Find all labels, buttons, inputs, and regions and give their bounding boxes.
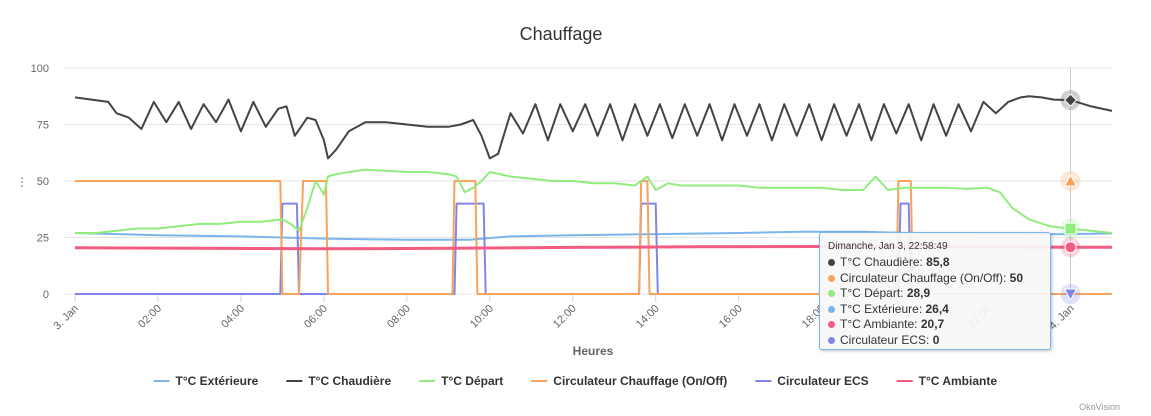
hover-marker-square xyxy=(1064,222,1077,235)
tooltip-row: T°C Départ: 28,9 xyxy=(828,286,1042,302)
x-tick-label: 10:00 xyxy=(468,303,496,331)
legend-item[interactable]: Circulateur ECS xyxy=(755,374,869,388)
hover-marker-circle xyxy=(1064,241,1077,254)
tooltip-label: Circulateur Chauffage (On/Off): xyxy=(840,270,1010,285)
x-tick-label: 04:00 xyxy=(219,303,247,331)
tooltip-rows: T°C Chaudière: 85,8 Circulateur Chauffage… xyxy=(828,255,1042,348)
legend-item[interactable]: T°C Chaudière xyxy=(286,374,391,388)
tooltip: Dimanche, Jan 3, 22:58:49 T°C Chaudière:… xyxy=(819,232,1051,350)
x-tick-label: 02:00 xyxy=(136,303,164,331)
tooltip-value: 26,4 xyxy=(925,301,949,316)
legend-label: T°C Départ xyxy=(441,374,503,388)
legend-label: Circulateur ECS xyxy=(777,374,868,388)
tooltip-label: T°C Chaudière: xyxy=(840,255,927,269)
tooltip-dot-icon xyxy=(828,274,835,282)
tooltip-dot-icon xyxy=(828,290,835,297)
series-line-t-c-chaudi-re[interactable] xyxy=(74,95,1113,160)
y-tick-label: 25 xyxy=(37,233,49,245)
tooltip-dot-icon xyxy=(828,336,835,344)
tooltip-row: Circulateur Chauffage (On/Off): 50 xyxy=(828,271,1042,287)
legend-item[interactable]: Circulateur Chauffage (On/Off) xyxy=(531,374,727,388)
legend-label: T°C Chaudière xyxy=(308,374,391,388)
hover-marker-triangle-down xyxy=(1063,288,1078,302)
tooltip-dot-icon xyxy=(828,259,835,266)
tooltip-header: Dimanche, Jan 3, 22:58:49 xyxy=(828,241,948,252)
x-tick-label: 06:00 xyxy=(302,303,330,331)
tooltip-value: 50 xyxy=(1009,270,1023,285)
hover-markers xyxy=(1060,90,1081,304)
y-tick-label: 75 xyxy=(37,120,49,132)
tooltip-row: T°C Chaudière: 85,8 xyxy=(828,255,1042,271)
tooltip-value: 85,8 xyxy=(926,255,950,269)
legend-label: T°C Extérieure xyxy=(176,374,259,388)
x-axis-label: Heures xyxy=(573,344,614,358)
y-tick-label: 100 xyxy=(31,63,49,75)
legend-label: Circulateur Chauffage (On/Off) xyxy=(553,374,727,388)
tooltip-dot-icon xyxy=(828,305,835,313)
legend: T°C Extérieure T°C Chaudière T°C Départ Cir… xyxy=(153,374,998,388)
tooltip-row: T°C Extérieure: 26,4 xyxy=(828,302,1042,318)
tooltip-value: 0 xyxy=(932,332,940,347)
y-tick-label: 50 xyxy=(37,176,49,188)
legend-item[interactable]: T°C Ambiante xyxy=(896,374,998,388)
y-tick-label: 0 xyxy=(43,289,49,301)
legend-item[interactable]: T°C Extérieure xyxy=(153,374,259,388)
hover-marker-diamond xyxy=(1063,93,1078,107)
series-line-circulateur-chauffage-on-off-[interactable] xyxy=(75,180,1112,295)
x-tick-label: 08:00 xyxy=(385,303,413,331)
tooltip-value: 28,9 xyxy=(906,286,931,300)
x-tick-label: 4. Jan xyxy=(1047,303,1077,333)
tooltip-label: T°C Extérieure: xyxy=(840,301,926,316)
tooltip-label: T°C Départ: xyxy=(840,286,907,300)
legend-item[interactable]: T°C Départ xyxy=(419,374,503,388)
tooltip-label: Circulateur ECS: xyxy=(840,332,933,347)
tooltip-dot-icon xyxy=(828,321,835,328)
tooltip-row: Circulateur ECS: 0 xyxy=(828,333,1042,349)
hover-marker-triangle xyxy=(1063,173,1078,187)
chart-title: Chauffage xyxy=(520,24,603,44)
tooltip-label: T°C Ambiante: xyxy=(840,317,921,331)
tooltip-value: 20,7 xyxy=(920,317,945,331)
legend-label: T°C Ambiante xyxy=(919,374,998,388)
x-tick-label: 12:00 xyxy=(551,303,579,331)
tooltip-row: T°C Ambiante: 20,7 xyxy=(828,317,1042,333)
x-tick-label: 3. Jan xyxy=(51,303,81,333)
credits[interactable]: OkoVision xyxy=(1079,402,1120,412)
series-line-t-c-d-part[interactable] xyxy=(75,168,1113,234)
y-axis-ticks: 0 25 50 75 100 xyxy=(31,63,49,301)
x-tick-label: 14:00 xyxy=(634,303,662,331)
x-tick-label: 16:00 xyxy=(717,303,745,331)
vertical-dots-icon[interactable]: ⋮ xyxy=(16,175,28,189)
